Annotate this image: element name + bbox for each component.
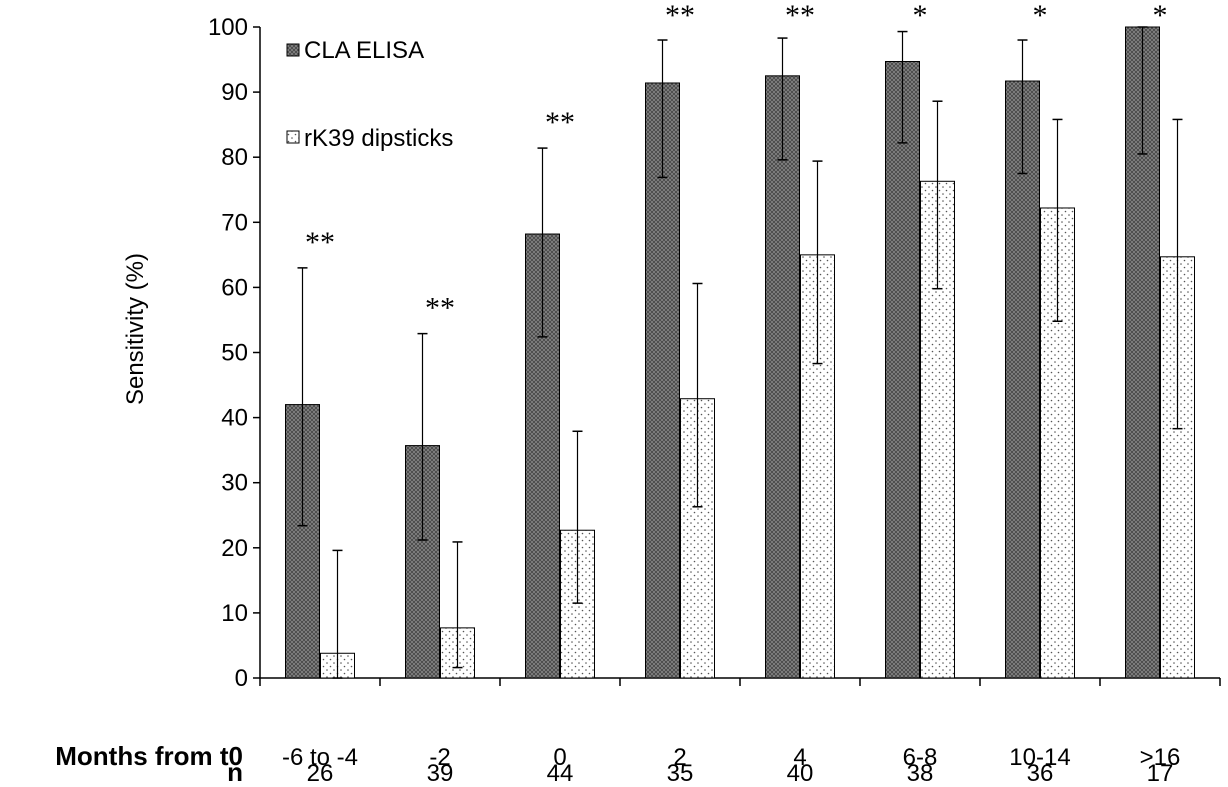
error-bar-rk39-dipsticks-2 [692,282,703,508]
n-value: 38 [907,760,934,787]
n-value: 36 [1027,760,1054,787]
significance-mark: ** [305,226,335,259]
y-tick-label: 10 [221,600,248,627]
y-tick-label: 0 [235,665,248,692]
error-bar-rk39-dipsticks-10-14 [1052,118,1063,323]
significance-mark: * [913,0,928,32]
n-value: 39 [427,760,454,787]
significance-mark: ** [545,106,575,139]
legend: CLA ELISA rK39 dipsticks [286,37,453,152]
error-bar-rk39-dipsticks-6-8 [932,100,943,290]
error-bars [297,26,1183,679]
error-bar-cla-elisa-6-to-4 [297,267,308,527]
x-tick-labels: -6 to -4 -2 0 2 4 6-8 10-14 >16 [282,744,1180,771]
error-bar-rk39-dipsticks-6-to-4 [332,549,343,679]
x-axis-label: Months from t0 [55,741,243,771]
x-tick-label: 4 [793,744,806,771]
bar-cla-elisa-2 [645,82,680,679]
x-tick-label: -2 [429,744,450,771]
x-tick-label: 10-14 [1009,744,1070,771]
y-tick-label: 100 [208,14,248,41]
error-bar-cla-elisa-4 [777,37,788,161]
legend-swatch-rk39 [286,130,300,144]
legend-label-cla-elisa: CLA ELISA [304,37,424,64]
significance-mark: ** [425,292,455,325]
error-bar-cla-elisa-16 [1137,26,1148,155]
n-value: 40 [787,760,814,787]
n-value: 17 [1147,760,1174,787]
y-tick-label: 90 [221,79,248,106]
significance-mark: ** [785,0,815,32]
y-tick-label: 50 [221,340,248,367]
error-bar-rk39-dipsticks-0 [572,430,583,604]
n-value: 26 [307,760,334,787]
x-tick-label: >16 [1140,744,1181,771]
y-tick-label: 20 [221,535,248,562]
y-axis-label: Sensitivity (%) [122,253,149,405]
bars [285,26,1195,679]
n-values: 26 39 44 35 40 38 36 17 [307,760,1174,787]
y-tick-label: 30 [221,470,248,497]
significance-mark: * [1033,0,1048,32]
error-bar-rk39-dipsticks-4 [812,160,823,365]
error-bar-cla-elisa-0 [537,147,548,338]
significance-marks: ******** ** * * * [305,0,1168,325]
error-bar-cla-elisa-2 [417,332,428,541]
legend-label-rk39: rK39 dipsticks [304,125,453,152]
error-bar-rk39-dipsticks-2 [452,541,463,669]
significance-mark: ** [665,0,695,32]
x-tick-label: 0 [553,744,566,771]
x-tick-label: 2 [673,744,686,771]
n-value: 44 [547,760,574,787]
y-tick-label: 80 [221,144,248,171]
x-tick-label: -6 to -4 [282,744,358,771]
y-tick-label: 40 [221,405,248,432]
bar-cla-elisa-4 [765,75,800,679]
bar-cla-elisa-6-8 [885,61,920,679]
error-bar-cla-elisa-6-8 [897,30,908,144]
bar-rk39-dipsticks-6-8 [920,180,955,679]
significance-mark: * [1153,0,1168,32]
error-bar-rk39-dipsticks-16 [1172,118,1183,430]
y-tick-label: 60 [221,274,248,301]
n-value: 35 [667,760,694,787]
error-bar-cla-elisa-2 [657,39,668,179]
x-tick-label: 6-8 [903,744,938,771]
legend-swatch-cla-elisa [286,43,300,57]
error-bar-cla-elisa-10-14 [1017,39,1028,175]
y-tick-label: 70 [221,209,248,236]
n-row-label: n [227,757,243,787]
